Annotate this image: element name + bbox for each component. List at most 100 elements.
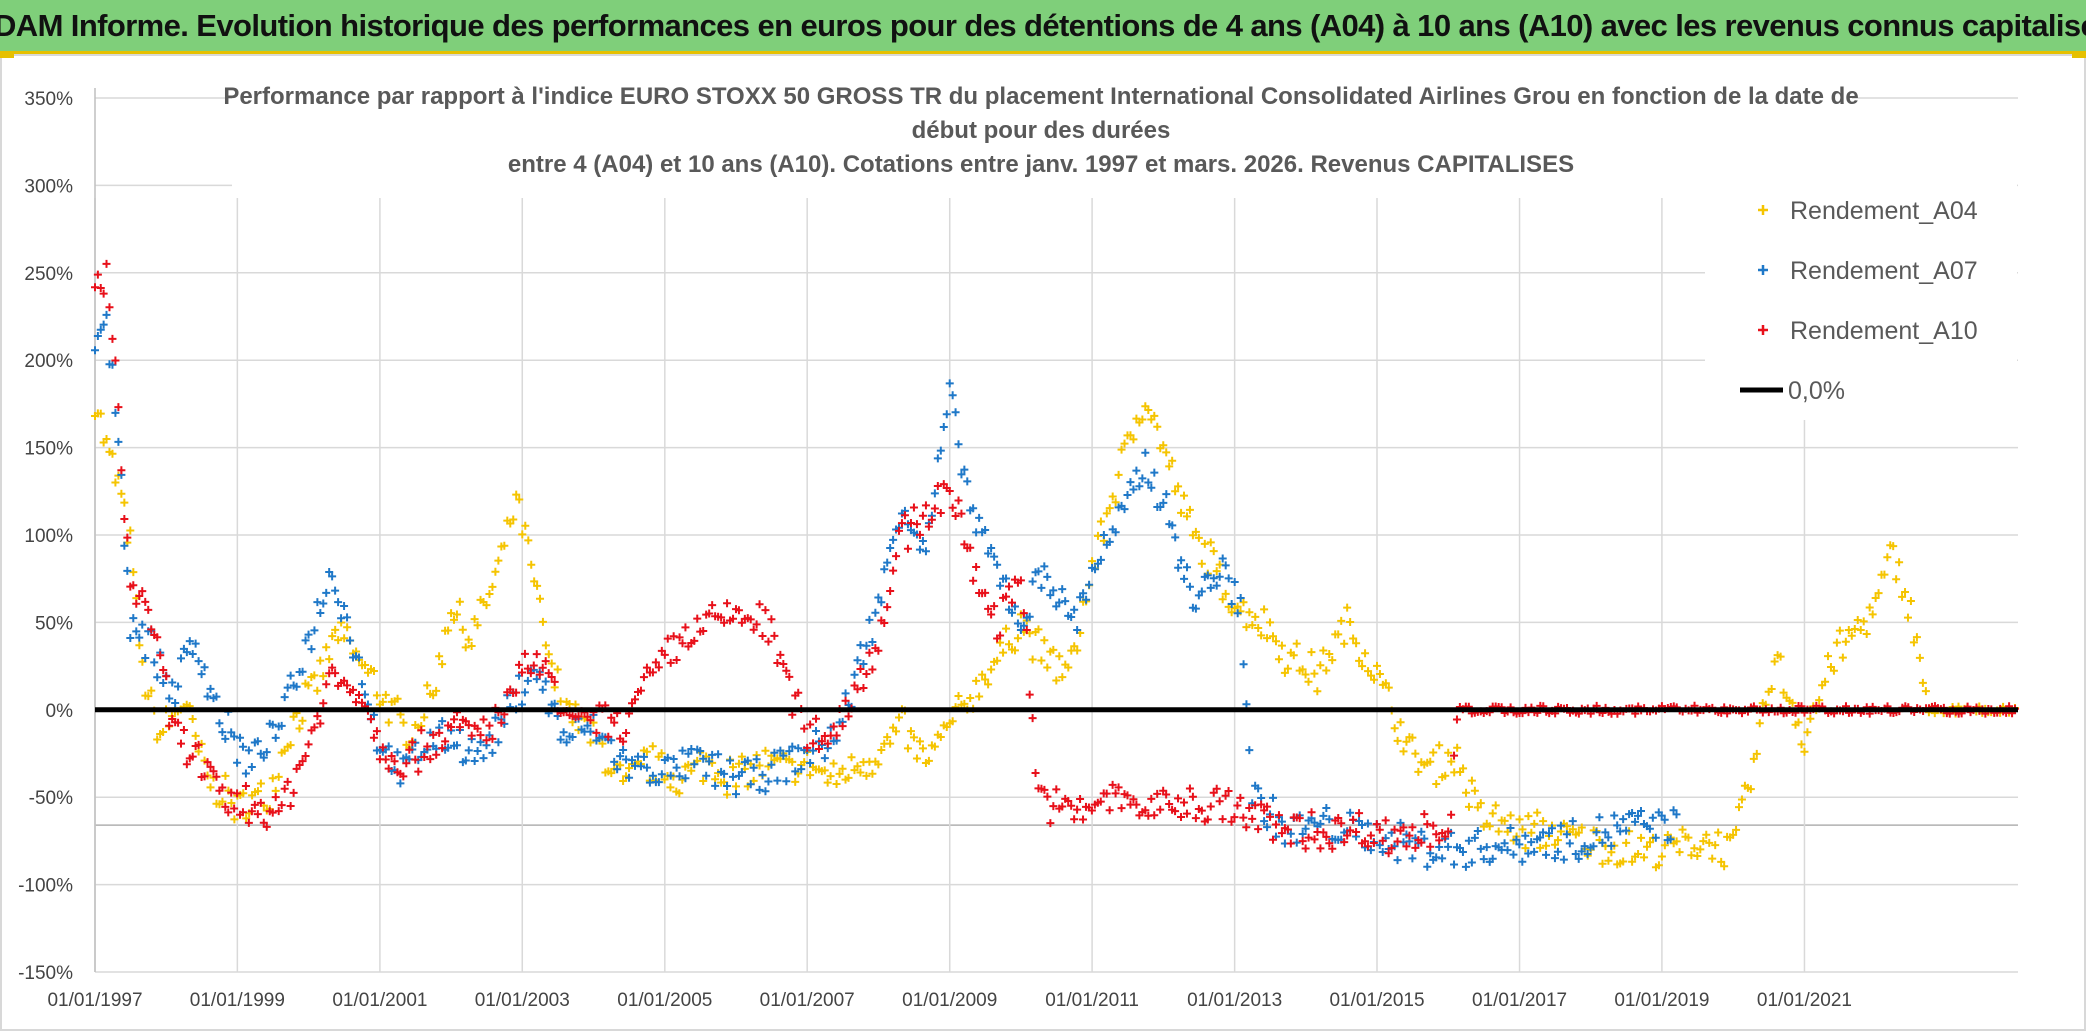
data-point bbox=[996, 638, 1005, 647]
data-point bbox=[1503, 846, 1512, 855]
legend-marker bbox=[1758, 205, 1768, 215]
data-point bbox=[298, 667, 307, 676]
data-point bbox=[619, 777, 628, 786]
corner-accent-right bbox=[2072, 54, 2086, 58]
data-point bbox=[304, 681, 313, 690]
data-point bbox=[1396, 818, 1405, 827]
data-point bbox=[1767, 685, 1776, 694]
data-point bbox=[126, 633, 135, 642]
data-point bbox=[616, 752, 625, 761]
data-point bbox=[1841, 637, 1850, 646]
data-point bbox=[1251, 612, 1260, 621]
data-point bbox=[301, 636, 310, 645]
data-point bbox=[1874, 589, 1883, 598]
data-point bbox=[1414, 767, 1423, 776]
data-point bbox=[987, 610, 996, 619]
data-point bbox=[880, 619, 889, 628]
data-point bbox=[203, 758, 212, 767]
data-point bbox=[562, 738, 571, 747]
x-tick-label: 01/01/2009 bbox=[902, 990, 997, 1011]
data-point bbox=[1788, 698, 1797, 707]
data-point bbox=[1732, 825, 1741, 834]
data-point bbox=[752, 620, 761, 629]
data-point bbox=[488, 582, 497, 591]
data-point bbox=[1227, 599, 1236, 608]
data-point bbox=[1912, 633, 1921, 642]
data-point bbox=[1426, 757, 1435, 766]
data-point bbox=[1254, 624, 1263, 633]
data-point bbox=[631, 695, 640, 704]
data-point bbox=[829, 759, 838, 768]
data-point bbox=[515, 495, 524, 504]
data-point bbox=[408, 738, 417, 747]
data-point bbox=[473, 621, 482, 630]
y-tick-label: -100% bbox=[18, 876, 73, 897]
data-point bbox=[1037, 583, 1046, 592]
data-point bbox=[241, 769, 250, 778]
data-point bbox=[1218, 554, 1227, 563]
data-point bbox=[847, 753, 856, 762]
data-point bbox=[892, 552, 901, 561]
data-point bbox=[168, 678, 177, 687]
data-point bbox=[1177, 508, 1186, 517]
data-point bbox=[1506, 823, 1515, 832]
data-point bbox=[1473, 826, 1482, 835]
data-point bbox=[1506, 811, 1515, 820]
data-point bbox=[1263, 802, 1272, 811]
data-point bbox=[185, 637, 194, 646]
data-point bbox=[1369, 838, 1378, 847]
legend-label: Rendement_A10 bbox=[1790, 317, 1978, 345]
data-point bbox=[1705, 838, 1714, 847]
data-point bbox=[482, 601, 491, 610]
data-point bbox=[182, 648, 191, 657]
data-point bbox=[951, 408, 960, 417]
data-point bbox=[384, 764, 393, 773]
data-point bbox=[1040, 636, 1049, 645]
data-point bbox=[1559, 855, 1568, 864]
data-point bbox=[221, 771, 230, 780]
data-point bbox=[1088, 557, 1097, 566]
data-point bbox=[1022, 625, 1031, 634]
data-point bbox=[114, 403, 123, 412]
data-point bbox=[188, 752, 197, 761]
data-point bbox=[927, 515, 936, 524]
data-point bbox=[132, 599, 141, 608]
data-point bbox=[529, 661, 538, 670]
data-point bbox=[1373, 661, 1381, 670]
data-point bbox=[1227, 608, 1236, 617]
data-point bbox=[812, 714, 821, 723]
data-point bbox=[1227, 817, 1236, 826]
data-point bbox=[120, 515, 129, 524]
data-point bbox=[1061, 597, 1070, 606]
data-point bbox=[120, 541, 129, 550]
data-point bbox=[933, 482, 942, 491]
data-point bbox=[1286, 829, 1295, 838]
data-point bbox=[289, 788, 298, 797]
data-point bbox=[1482, 843, 1491, 852]
data-point bbox=[135, 641, 144, 650]
data-point bbox=[238, 808, 247, 817]
data-point bbox=[1444, 827, 1453, 836]
data-point bbox=[147, 686, 156, 695]
data-point bbox=[132, 627, 141, 636]
data-point bbox=[737, 768, 746, 777]
data-point bbox=[1209, 547, 1218, 556]
data-point bbox=[1613, 821, 1622, 830]
data-point bbox=[1806, 714, 1815, 723]
data-point bbox=[1043, 792, 1052, 801]
data-point bbox=[687, 766, 696, 775]
data-point bbox=[868, 665, 877, 674]
data-point bbox=[135, 633, 144, 642]
data-point bbox=[1755, 719, 1764, 728]
data-point bbox=[1684, 833, 1693, 842]
data-point bbox=[1096, 517, 1105, 526]
data-point bbox=[171, 698, 180, 707]
data-point bbox=[1283, 664, 1292, 673]
data-point bbox=[520, 649, 529, 658]
legend-box bbox=[1705, 180, 2017, 420]
data-point bbox=[966, 694, 975, 703]
data-point bbox=[532, 650, 541, 659]
data-point bbox=[1165, 799, 1174, 808]
data-point bbox=[1117, 445, 1126, 454]
data-point bbox=[1637, 833, 1646, 842]
